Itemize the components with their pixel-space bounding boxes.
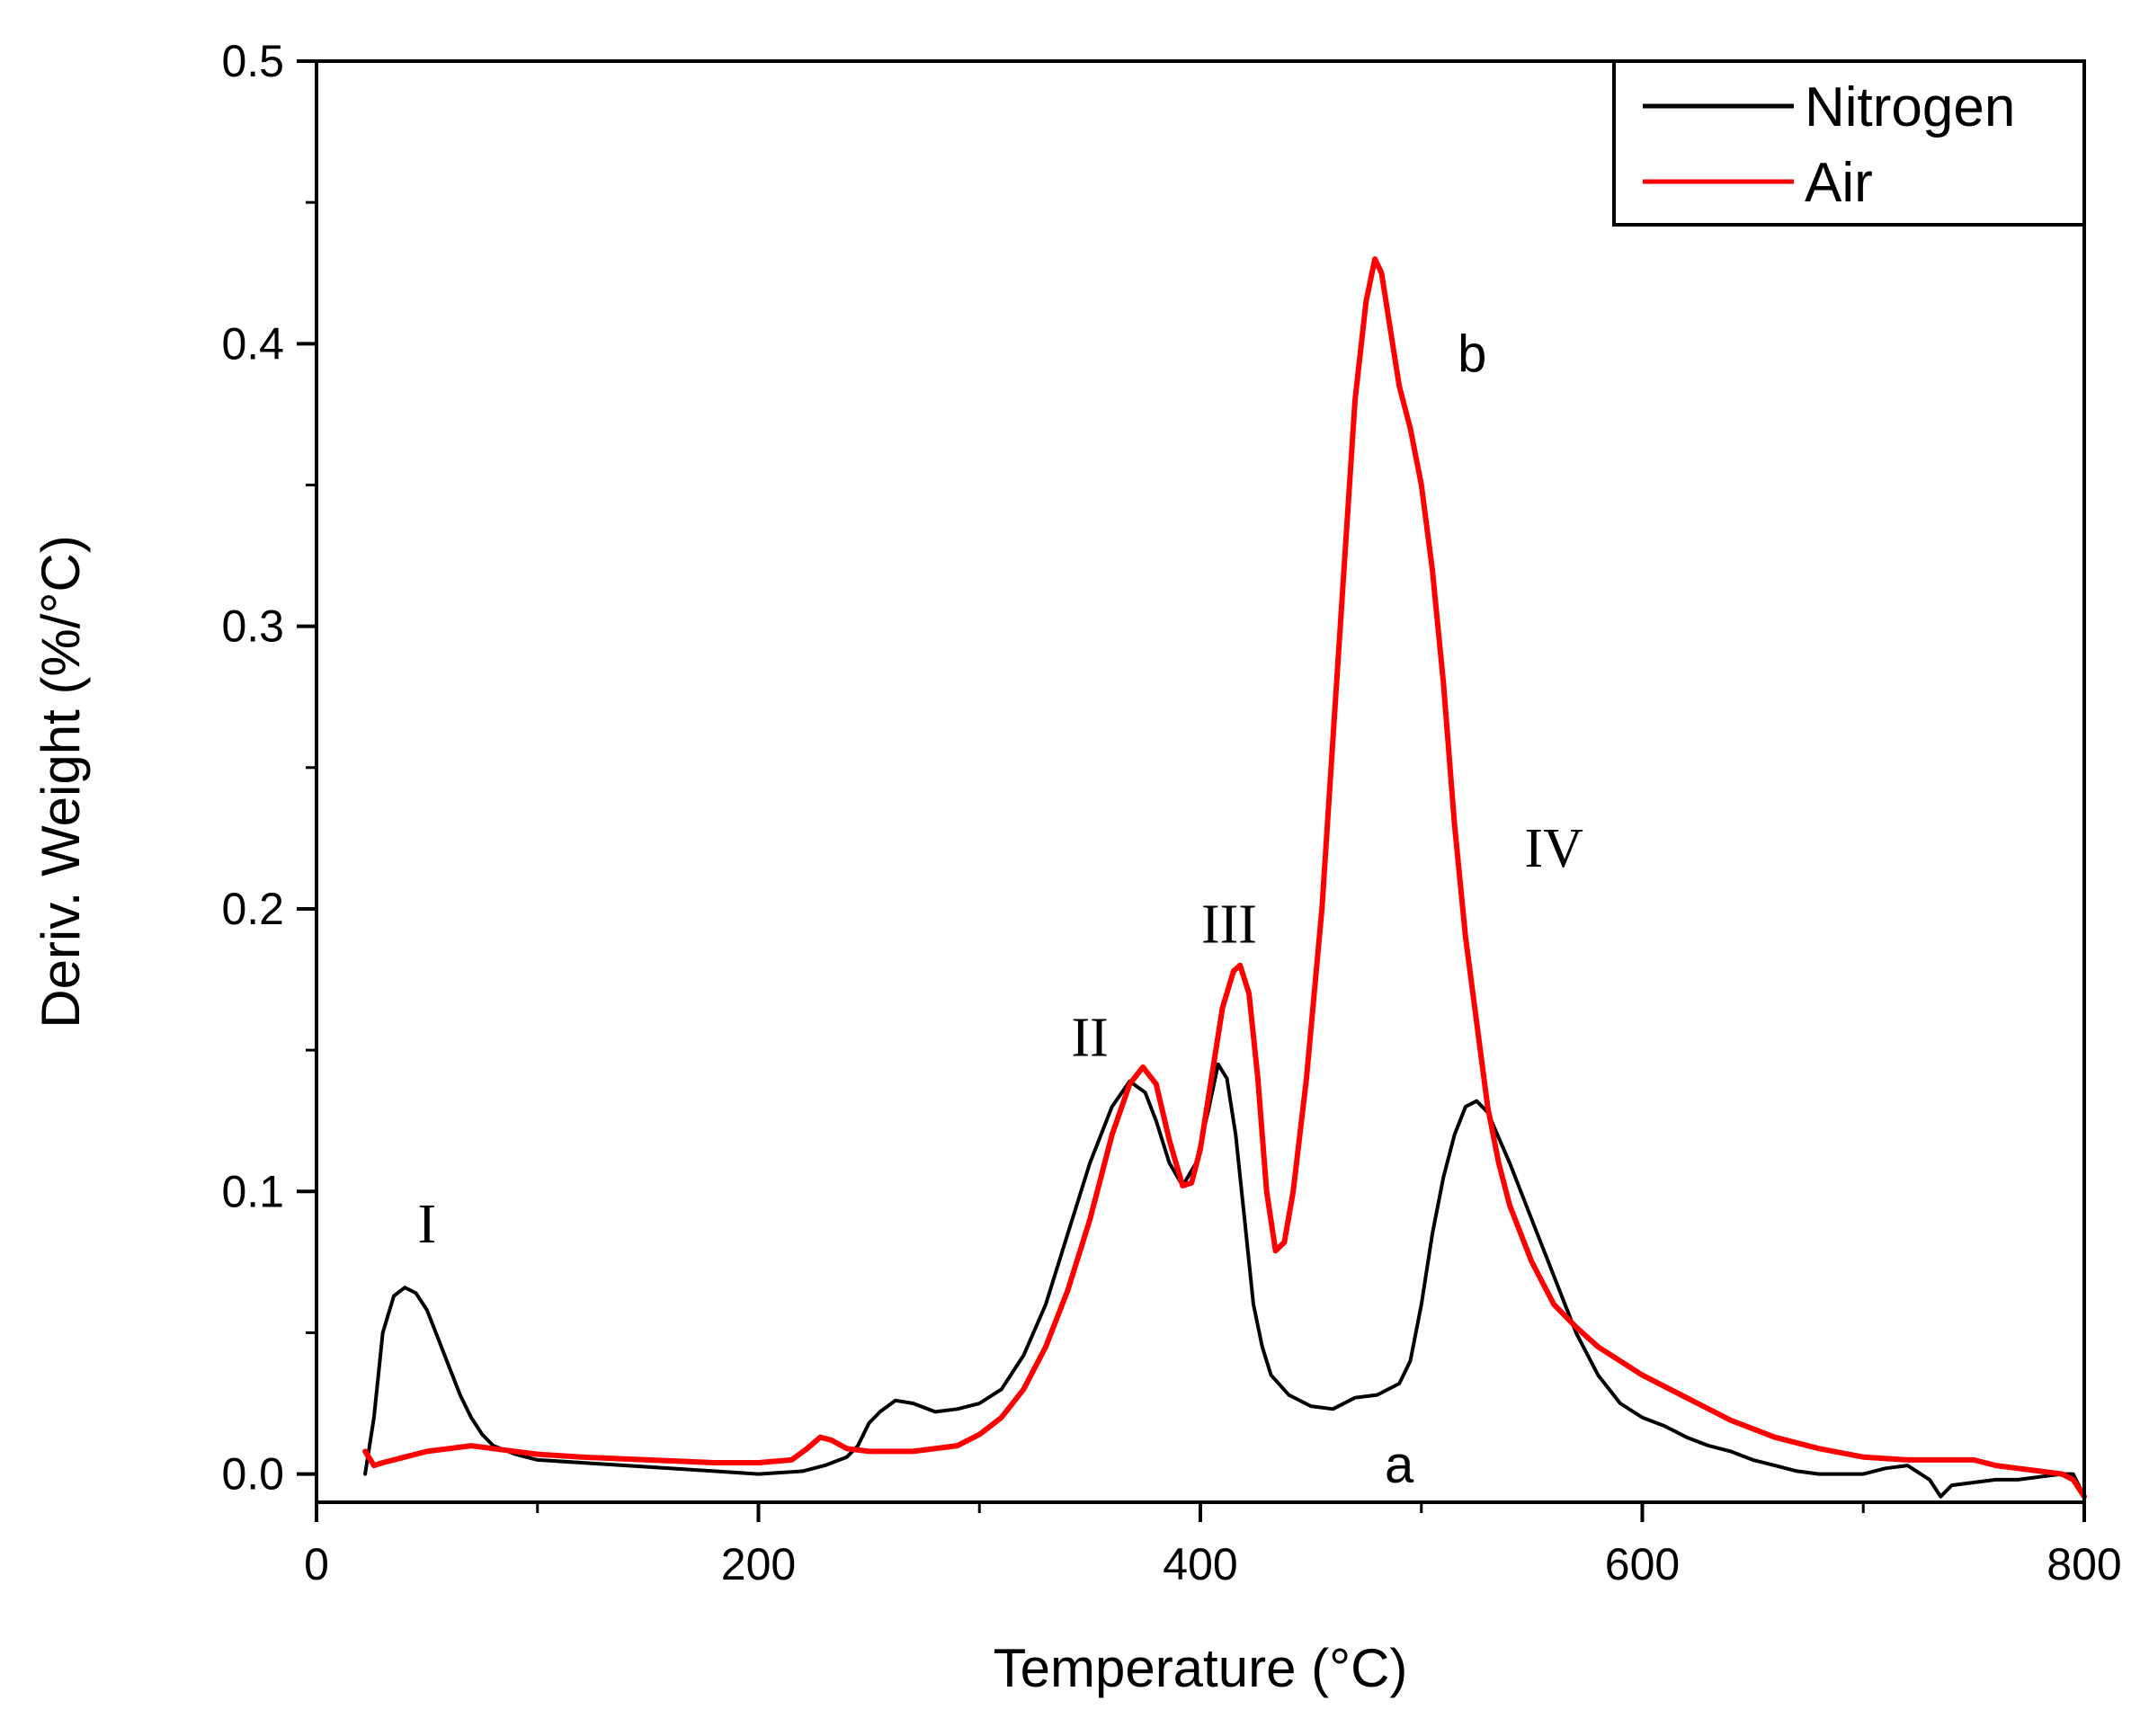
y-tick-label: 0.4 (221, 318, 284, 369)
y-axis-title: Deriv. Weight (%/°C) (31, 535, 91, 1028)
curves-layer (362, 256, 2087, 1500)
y-tick-label: 0.3 (221, 601, 284, 652)
annotation-b: b (1458, 325, 1486, 384)
ticks-layer: 0 200 400 600 800 0.0 0.1 0.2 0.3 0.4 0.5 (221, 36, 2121, 1589)
x-tick-label: 0 (304, 1539, 329, 1589)
annotation-iii: III (1201, 895, 1257, 956)
y-tick-label: 0.2 (221, 884, 284, 934)
x-tick-label: 600 (1605, 1539, 1680, 1589)
y-tick-label: 0.1 (221, 1166, 284, 1216)
x-axis-title: Temperature (°C) (994, 1638, 1408, 1698)
series-line-air (362, 256, 2087, 1500)
annotation-a: a (1385, 1436, 1414, 1494)
x-tick-label: 200 (721, 1539, 796, 1589)
annotation-i: I (418, 1194, 437, 1255)
legend-box (1612, 59, 2086, 227)
y-tick-label: 0.5 (221, 36, 284, 86)
x-tick-label: 800 (2046, 1539, 2121, 1589)
legend-label-air: Air (1805, 152, 1873, 214)
legend: Nitrogen Air (1612, 59, 2086, 227)
annotation-ii: II (1071, 1007, 1108, 1068)
x-tick-label: 400 (1163, 1539, 1237, 1589)
annotation-iv: IV (1524, 818, 1583, 879)
series-line-nitrogen (363, 1062, 2086, 1499)
legend-label-nitrogen: Nitrogen (1805, 76, 2015, 138)
y-tick-label: 0.0 (221, 1449, 284, 1500)
